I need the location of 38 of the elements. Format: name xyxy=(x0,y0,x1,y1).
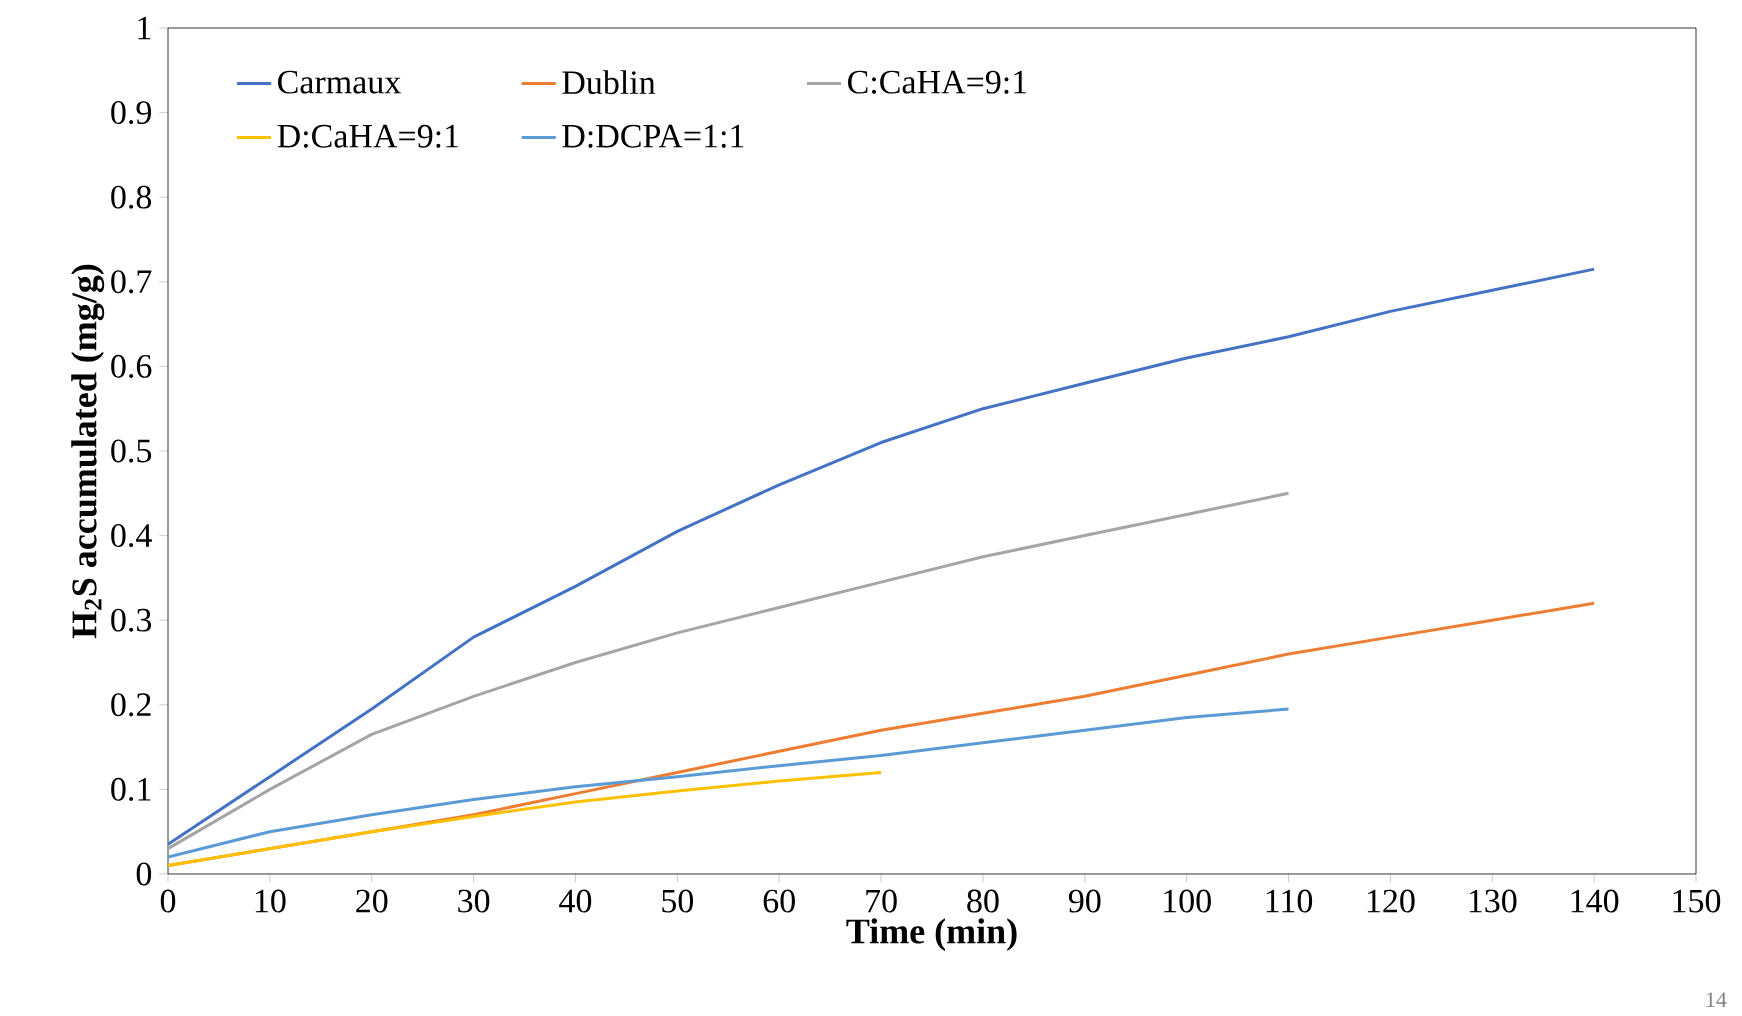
y-tick-label: 0.1 xyxy=(111,777,151,801)
x-tick-label: 50 xyxy=(662,889,694,913)
text: 14 xyxy=(1706,992,1727,1007)
y-tick-label: 1 xyxy=(138,16,151,40)
x-tick-label: 20 xyxy=(356,889,388,913)
y-tick-label: 0.4 xyxy=(111,524,152,548)
y-tick-label: 0.3 xyxy=(111,608,152,632)
y-axis-title: H$_{2}$S accumulated (mg/g) xyxy=(71,264,105,639)
x-tick-label: 120 xyxy=(1367,889,1415,913)
line-series xyxy=(168,491,1291,851)
legend-label: Dublin xyxy=(562,70,656,95)
x-tick-label: 40 xyxy=(559,889,592,913)
x-tick-label: 80 xyxy=(967,889,999,913)
x-axis-title: Time (min) xyxy=(846,918,1017,951)
x-tick-label: 140 xyxy=(1571,889,1619,913)
legend-label: D:CaHA=9:1 xyxy=(277,124,459,148)
y-tick-label: 0.2 xyxy=(111,693,151,717)
legend-label: Carmaux xyxy=(278,70,401,94)
y-tick-label: 0.7 xyxy=(111,270,152,294)
x-tick-label: 130 xyxy=(1469,889,1517,913)
x-tick-label: 110 xyxy=(1266,889,1313,913)
legend-label: D:DCPA=1:1 xyxy=(562,124,744,148)
x-tick-label: 60 xyxy=(763,889,795,913)
y-tick-label: 0.8 xyxy=(111,185,152,209)
line-series xyxy=(168,267,1596,846)
y-tick-label: 0.6 xyxy=(111,354,152,378)
y-tick-label: 0.5 xyxy=(111,439,152,463)
x-tick-label: 10 xyxy=(255,889,286,913)
x-tick-label: 70 xyxy=(866,889,897,913)
x-tick-label: 30 xyxy=(458,889,490,913)
line-series xyxy=(168,707,1291,859)
x-tick-label: 100 xyxy=(1164,889,1211,913)
x-tick-label: 0 xyxy=(160,889,176,913)
legend-label: C:CaHA=9:1 xyxy=(848,70,1027,94)
x-tick-label: 150 xyxy=(1673,889,1721,913)
y-tick-label: 0.9 xyxy=(111,101,152,125)
x-tick-label: 90 xyxy=(1068,889,1101,913)
y-tick-label: 0 xyxy=(136,862,152,886)
